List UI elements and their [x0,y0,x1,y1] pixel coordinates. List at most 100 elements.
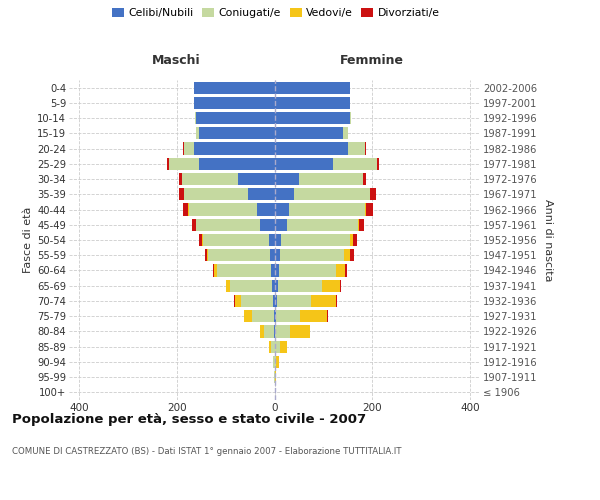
Bar [344,249,350,262]
Bar [196,218,260,231]
Bar [350,112,352,124]
Bar [260,326,264,338]
Bar [359,218,364,231]
Bar [277,356,279,368]
Bar [363,173,366,185]
Y-axis label: Anni di nascita: Anni di nascita [543,198,553,281]
Bar [195,112,196,124]
Bar [275,112,350,124]
Bar [358,218,359,231]
Bar [275,371,276,383]
Bar [275,249,280,262]
Bar [275,264,280,276]
Bar [276,310,301,322]
Bar [350,249,354,262]
Bar [182,173,238,185]
Bar [199,127,275,140]
Bar [294,188,370,200]
Bar [275,97,350,109]
Bar [194,82,275,94]
Bar [273,356,275,368]
Bar [275,218,287,231]
Bar [275,340,280,353]
Bar [271,264,275,276]
Bar [287,218,358,231]
Bar [335,264,346,276]
Bar [207,249,208,262]
Bar [275,234,281,246]
Bar [366,204,373,216]
Bar [257,204,275,216]
Bar [335,295,337,307]
Bar [289,204,365,216]
Bar [275,204,289,216]
Bar [280,264,335,276]
Bar [280,340,287,353]
Bar [260,218,275,231]
Bar [214,264,217,276]
Bar [290,326,310,338]
Bar [194,97,275,109]
Bar [272,280,275,292]
Bar [226,280,230,292]
Bar [208,249,269,262]
Bar [167,158,169,170]
Bar [169,158,199,170]
Bar [377,158,379,170]
Bar [271,340,275,353]
Bar [217,264,271,276]
Bar [275,173,299,185]
Bar [199,158,275,170]
Bar [348,142,365,154]
Bar [346,264,347,276]
Bar [275,82,350,94]
Bar [202,234,203,246]
Bar [189,204,257,216]
Bar [343,127,348,140]
Bar [275,295,277,307]
Bar [275,280,278,292]
Bar [248,188,275,200]
Bar [280,249,344,262]
Bar [199,234,202,246]
Bar [322,280,340,292]
Bar [281,234,350,246]
Bar [205,249,207,262]
Legend: Celibi/Nubili, Coniugati/e, Vedovi/e, Divorziati/e: Celibi/Nubili, Coniugati/e, Vedovi/e, Di… [112,8,440,18]
Bar [196,112,275,124]
Bar [184,188,248,200]
Bar [269,340,271,353]
Text: Maschi: Maschi [152,54,201,68]
Bar [182,204,188,216]
Bar [194,142,275,154]
Bar [340,280,341,292]
Bar [370,188,376,200]
Bar [277,295,311,307]
Bar [278,280,322,292]
Bar [275,188,294,200]
Bar [196,127,199,140]
Bar [365,204,366,216]
Text: Popolazione per età, sesso e stato civile - 2007: Popolazione per età, sesso e stato civil… [12,412,366,426]
Text: Femmine: Femmine [340,54,404,68]
Bar [203,234,269,246]
Bar [275,142,348,154]
Bar [299,173,362,185]
Bar [353,234,356,246]
Bar [235,295,241,307]
Bar [230,280,272,292]
Bar [275,158,333,170]
Bar [184,142,194,154]
Bar [275,326,290,338]
Bar [241,295,272,307]
Bar [244,310,251,322]
Bar [264,326,274,338]
Bar [272,295,275,307]
Bar [275,356,277,368]
Bar [179,188,184,200]
Bar [192,218,196,231]
Bar [350,234,353,246]
Bar [238,173,275,185]
Bar [269,249,275,262]
Bar [274,310,275,322]
